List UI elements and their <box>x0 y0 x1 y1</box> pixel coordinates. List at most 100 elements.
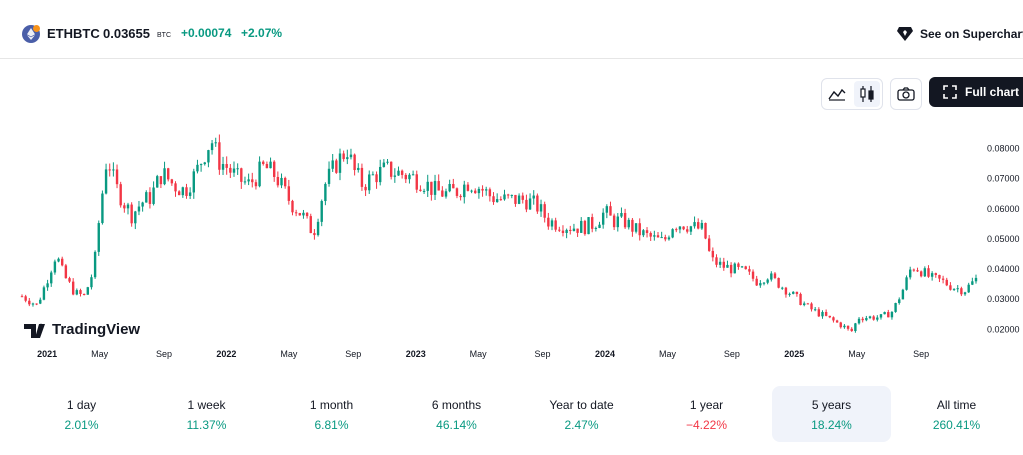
candle <box>868 315 872 320</box>
candle <box>90 274 93 290</box>
candle <box>247 173 250 186</box>
candle-body <box>941 278 945 280</box>
candle-body <box>707 238 711 251</box>
supercharts-link[interactable]: See on Supercharts <box>896 24 1023 44</box>
candle <box>313 229 316 240</box>
candle-body <box>569 229 572 231</box>
candle-body <box>890 311 894 318</box>
candle <box>770 271 773 282</box>
candle <box>766 278 769 285</box>
candle-body <box>634 223 638 232</box>
y-tick-label: 0.04000 <box>987 264 1020 274</box>
candle <box>824 309 828 317</box>
full-chart-button[interactable]: Full chart <box>929 77 1023 107</box>
candle <box>715 254 718 268</box>
candle <box>620 207 623 218</box>
candle-body <box>510 194 513 196</box>
candle <box>382 159 386 168</box>
candle <box>163 161 166 186</box>
area-chart-button[interactable] <box>824 81 850 107</box>
snapshot-button[interactable] <box>890 78 922 110</box>
candle <box>251 172 254 188</box>
candle-body <box>697 222 700 229</box>
candle <box>137 200 141 216</box>
candle <box>675 227 678 233</box>
candle <box>909 266 912 280</box>
candles-chart-button[interactable] <box>854 81 880 107</box>
tradingview-watermark: TradingView <box>24 321 140 338</box>
candle <box>707 235 711 252</box>
candle-body <box>39 299 42 304</box>
price-chart[interactable]: 0.08000 0.07000 0.06000 0.05000 0.04000 0.030… <box>0 120 1023 365</box>
supercharts-label: See on Supercharts <box>920 27 1023 41</box>
candle-body <box>499 199 503 201</box>
candle <box>642 229 645 238</box>
candle <box>883 311 886 315</box>
candle-body <box>42 287 46 300</box>
x-tick-label: Sep <box>535 349 551 359</box>
candle <box>353 153 356 176</box>
candle-body <box>324 183 327 202</box>
candle-body <box>561 230 565 233</box>
range-6-months[interactable]: 6 months 46.14% <box>397 386 516 442</box>
candle-body <box>452 183 455 189</box>
candle-body <box>327 168 331 184</box>
range-1-week[interactable]: 1 week 11.37% <box>147 386 266 442</box>
candle-body <box>75 290 79 295</box>
candle <box>280 173 283 189</box>
candle-body <box>159 176 163 185</box>
camera-icon <box>897 87 915 101</box>
range-1-year[interactable]: 1 year −4.22% <box>647 386 766 442</box>
candle <box>835 319 839 323</box>
candle-body <box>517 195 521 204</box>
candle <box>448 179 451 193</box>
y-tick-label: 0.05000 <box>987 234 1020 244</box>
candle <box>75 288 79 296</box>
y-tick-label: 0.06000 <box>987 204 1020 214</box>
candle <box>792 291 795 295</box>
candle-body <box>177 191 181 196</box>
candle-body <box>525 199 528 210</box>
candle-body <box>543 204 546 218</box>
range-1-month[interactable]: 1 month 6.81% <box>272 386 391 442</box>
range-5-years[interactable]: 5 years 18.24% <box>772 386 891 442</box>
candle <box>810 302 813 312</box>
candle-body <box>495 199 499 203</box>
candle <box>539 199 543 217</box>
candle <box>470 189 473 194</box>
candle-body <box>726 264 729 268</box>
candle <box>240 167 243 189</box>
candle <box>364 184 367 197</box>
candle-body <box>704 222 707 239</box>
range-1-day[interactable]: 1 day 2.01% <box>22 386 141 442</box>
candle <box>733 262 736 274</box>
range-all-time[interactable]: All time 260.41% <box>897 386 1016 442</box>
candle <box>379 159 382 186</box>
candle <box>185 183 188 199</box>
candle <box>759 280 762 288</box>
chart-style-switcher <box>821 78 883 110</box>
candle-body <box>419 189 422 191</box>
candle <box>316 218 320 237</box>
candle-body <box>718 261 722 265</box>
candle <box>536 193 539 214</box>
candle <box>305 212 309 219</box>
candle-body <box>817 309 821 317</box>
candle <box>346 149 349 165</box>
candle-body <box>389 161 393 177</box>
candle <box>737 262 740 270</box>
candle-body <box>963 292 967 295</box>
candle <box>327 161 331 187</box>
candle-body <box>792 291 795 294</box>
candle <box>667 235 671 241</box>
candle <box>799 292 802 306</box>
candle <box>210 140 214 155</box>
candle-body <box>426 181 429 191</box>
candle <box>101 190 104 225</box>
candle <box>587 216 590 235</box>
candle <box>386 158 389 165</box>
candle-body <box>108 169 111 171</box>
range-year-to-date[interactable]: Year to date 2.47% <box>522 386 641 442</box>
candle-body <box>20 296 24 298</box>
candle <box>499 196 503 201</box>
